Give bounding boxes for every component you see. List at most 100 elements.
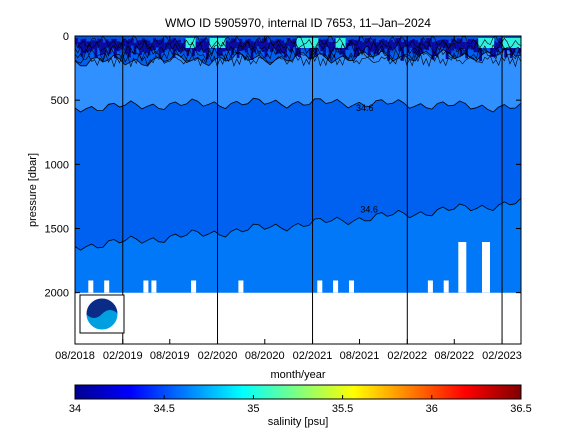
surface-noise xyxy=(175,40,179,51)
surface-noise xyxy=(468,39,471,49)
surface-noise xyxy=(442,39,446,49)
surface-patch xyxy=(502,38,521,48)
surface-noise xyxy=(462,42,466,50)
x-tick-label: 08/2018 xyxy=(55,350,95,362)
x-tick-label: 02/2019 xyxy=(103,350,143,362)
x-tick-label: 08/2021 xyxy=(340,350,380,362)
surface-noise xyxy=(108,41,112,54)
surface-noise xyxy=(200,38,204,51)
data-gap xyxy=(317,280,323,293)
colorbar-tick-label: 36 xyxy=(426,403,438,415)
y-tick-label: 1500 xyxy=(45,224,69,236)
surface-noise xyxy=(83,38,87,54)
contour-lines: 34.6 34.6 xyxy=(74,35,522,251)
surface-noise xyxy=(420,38,424,54)
surface-noise xyxy=(362,42,365,53)
colorbar-gradient xyxy=(74,384,522,400)
surface-noise xyxy=(161,38,165,53)
plot-frame xyxy=(74,35,522,345)
data-gap xyxy=(333,280,339,293)
contour-line xyxy=(74,48,522,67)
surface-noise xyxy=(239,39,243,51)
colorbar-tick-label: 34.5 xyxy=(153,403,174,415)
surface-noise xyxy=(172,38,176,58)
surface-noise xyxy=(233,38,237,49)
x-tick-label: 02/2022 xyxy=(387,350,427,362)
x-axis-label: month/year xyxy=(270,369,325,381)
surface-noise xyxy=(278,39,282,54)
surface-noise xyxy=(289,40,293,53)
chart-title: WMO ID 5905970, internal ID 7653, 11–Jan… xyxy=(165,16,431,30)
surface-noise xyxy=(331,42,335,52)
y-tick-label: 1000 xyxy=(45,159,69,171)
data-gap xyxy=(238,280,244,293)
surface-noise xyxy=(225,40,229,51)
surface-noise xyxy=(392,41,396,49)
x-tick-label: 08/2019 xyxy=(150,350,190,362)
noaa-logo xyxy=(79,294,125,334)
surface-noise xyxy=(320,39,324,52)
data-gap xyxy=(191,280,197,293)
salinity-field-lower xyxy=(75,198,521,293)
data-gap xyxy=(104,280,110,293)
colorbar-tick-label: 35.5 xyxy=(332,403,353,415)
surface-noise xyxy=(100,38,103,56)
x-tick-label: 02/2023 xyxy=(482,350,522,362)
surface-noise xyxy=(236,42,240,59)
data-gap xyxy=(427,280,433,293)
surface-noise xyxy=(264,38,268,57)
surface-noise xyxy=(242,41,246,51)
surface-noise xyxy=(498,38,502,49)
surface-noise xyxy=(111,38,114,49)
surface-noise xyxy=(180,43,184,52)
y-tick-label: 500 xyxy=(51,95,69,107)
surface-noise xyxy=(130,38,134,46)
salinity-field-upper xyxy=(75,48,521,112)
surface-noise xyxy=(415,40,418,55)
surface-noise xyxy=(169,39,173,49)
surface-noise xyxy=(97,38,101,48)
colorbar: 34 34.5 35 35.5 36 36.5 salinity [psu] xyxy=(69,384,532,428)
contour-line xyxy=(74,197,522,251)
surface-noise xyxy=(317,39,321,48)
colorbar-tick-label: 34 xyxy=(69,403,81,415)
surface-noise xyxy=(390,39,393,51)
surface-noise xyxy=(454,40,457,49)
surface-noise xyxy=(80,39,84,57)
surface-noise xyxy=(381,38,385,52)
contour-line xyxy=(74,52,522,68)
y-axis-label: pressure [dbar] xyxy=(27,153,39,227)
colorbar-label: salinity [psu] xyxy=(268,416,329,428)
x-tick-label: 02/2021 xyxy=(293,350,333,362)
surface-noise xyxy=(125,40,128,55)
surface-noise xyxy=(409,40,413,48)
surface-noise xyxy=(459,38,463,56)
surface-noise xyxy=(412,39,416,54)
data-gap xyxy=(151,280,157,293)
surface-noise xyxy=(367,38,371,55)
data-gap xyxy=(143,280,149,293)
surface-noise xyxy=(194,41,198,51)
surface-noise xyxy=(353,39,357,58)
surface-noise xyxy=(114,39,117,59)
surface-noise xyxy=(309,39,312,60)
surface-patch xyxy=(478,38,495,48)
surface-noise xyxy=(88,41,92,52)
y-axis-ticks: 0 500 1000 1500 2000 xyxy=(45,31,521,300)
surface-noise xyxy=(245,39,248,53)
surface-noise xyxy=(423,41,427,50)
x-tick-label: 08/2020 xyxy=(245,350,285,362)
data-gap xyxy=(88,280,94,293)
contour-label: 34.6 xyxy=(356,103,374,113)
surface-noise xyxy=(429,38,432,47)
plot-area xyxy=(75,36,521,293)
surface-noise xyxy=(325,39,329,47)
y-tick-label: 2000 xyxy=(45,288,69,300)
surface-noise xyxy=(406,41,410,53)
contour-line xyxy=(74,46,522,61)
data-gap xyxy=(458,241,467,293)
surface-noise xyxy=(384,40,388,49)
surface-noise xyxy=(183,39,187,51)
surface-noise xyxy=(256,39,259,47)
